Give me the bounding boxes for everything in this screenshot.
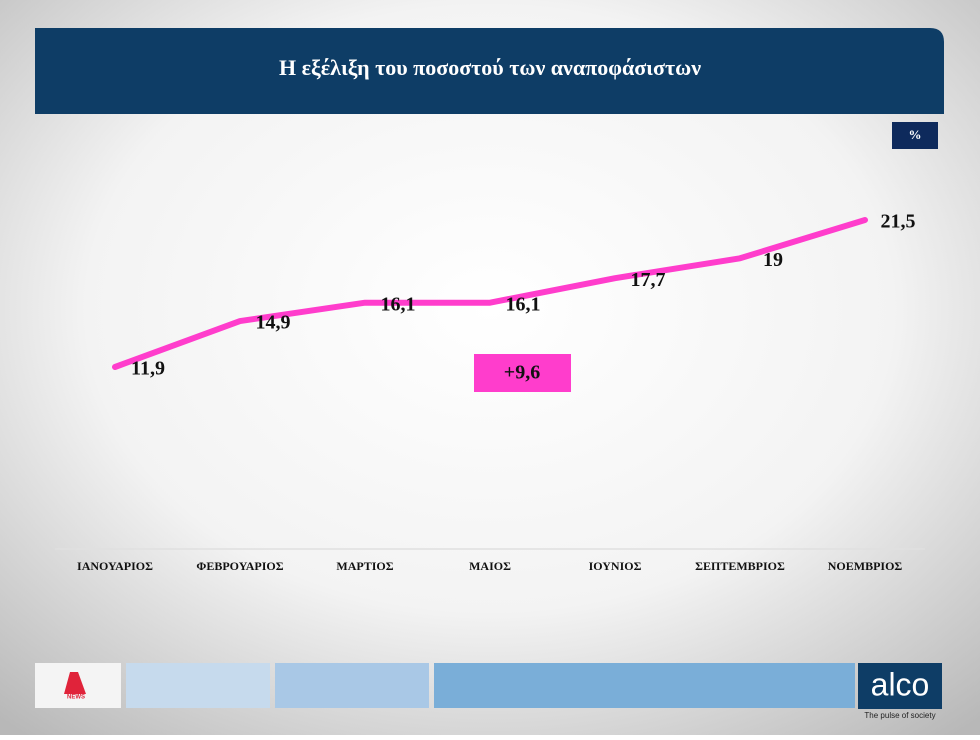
brand-box [858, 663, 942, 709]
footer-block [434, 663, 855, 708]
unit-label: % [909, 127, 922, 142]
data-label: 16,1 [381, 293, 416, 315]
annotation-box [474, 354, 571, 392]
data-line [112, 217, 868, 370]
data-label: 14,9 [256, 312, 291, 334]
x-tick-label: ΜΑΙΟΣ [469, 559, 511, 573]
data-label: 11,9 [131, 358, 165, 380]
news-logo-text: NEWS [67, 695, 85, 701]
chart-title: Η εξέλιξη του ποσοστού των αναποφάσιστων [279, 55, 701, 80]
brand-logo: alco [871, 666, 930, 702]
brand-tagline: The pulse of society [864, 711, 935, 720]
data-label: 21,5 [881, 211, 916, 233]
footer-block [126, 663, 270, 708]
unit-box [892, 122, 938, 149]
footer-block [275, 663, 429, 708]
plot: ΙΑΝΟΥΑΡΙΟΣ ΦΕΒΡΟΥΑΡΙΟΣ ΜΑΡΤΙΟΣ ΜΑΙΟΣ ΙΟΥΝΙΟΣ… [77, 211, 915, 573]
news-logo-mark [64, 672, 86, 694]
x-tick-label: ΦΕΒΡΟΥΑΡΙΟΣ [196, 559, 283, 573]
x-tick-label: ΣΕΠΤΕΜΒΡΙΟΣ [695, 559, 785, 573]
x-tick-label: ΙΑΝΟΥΑΡΙΟΣ [77, 559, 153, 573]
header-band [35, 28, 944, 114]
x-tick-label: ΝΟΕΜΒΡΙΟΣ [828, 559, 903, 573]
x-tick-label: ΙΟΥΝΙΟΣ [589, 559, 642, 573]
x-tick-label: ΜΑΡΤΙΟΣ [336, 559, 393, 573]
data-label: 17,7 [631, 269, 666, 291]
annotation: +9,6 [504, 362, 540, 384]
data-label: 16,1 [506, 293, 541, 315]
data-label: 19 [763, 249, 783, 271]
